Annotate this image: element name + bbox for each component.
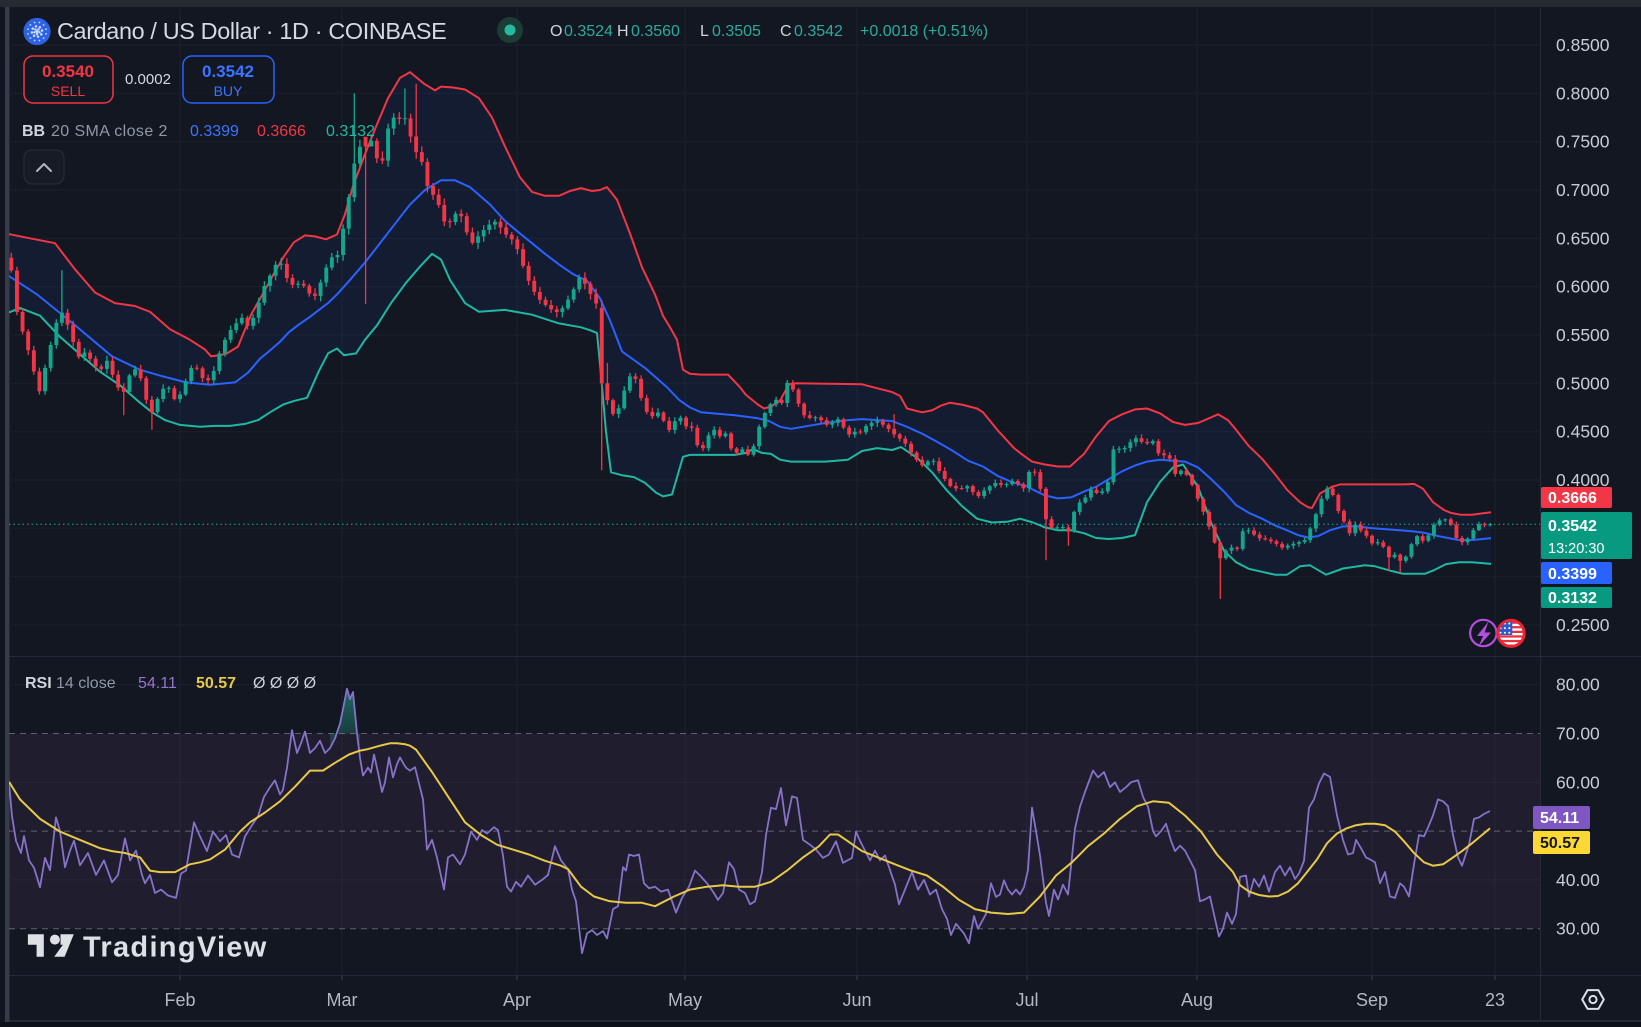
svg-text:Mar: Mar (327, 990, 358, 1010)
svg-text:H: H (617, 23, 629, 40)
svg-text:0.3399: 0.3399 (190, 123, 239, 140)
svg-text:0.6500: 0.6500 (1556, 228, 1610, 248)
svg-text:RSI: RSI (25, 675, 52, 692)
svg-text:0.5000: 0.5000 (1556, 373, 1610, 393)
svg-text:0.3560: 0.3560 (631, 23, 680, 40)
svg-text:0.4500: 0.4500 (1556, 422, 1610, 442)
svg-text:L: L (700, 23, 709, 40)
svg-text:Feb: Feb (164, 990, 195, 1010)
svg-text:54.11: 54.11 (1540, 810, 1579, 827)
svg-text:Apr: Apr (503, 990, 531, 1010)
svg-text:0.3132: 0.3132 (326, 123, 375, 140)
svg-text:Cardano / US Dollar · 1D · COI: Cardano / US Dollar · 1D · COINBASE (57, 18, 446, 44)
svg-text:0.7000: 0.7000 (1556, 180, 1610, 200)
svg-text:Ø Ø Ø Ø: Ø Ø Ø Ø (253, 675, 316, 692)
svg-text:50.57: 50.57 (196, 675, 236, 692)
svg-text:0.3542: 0.3542 (794, 23, 843, 40)
svg-text:0.8000: 0.8000 (1556, 83, 1610, 103)
svg-text:0.3542: 0.3542 (202, 62, 254, 81)
svg-text:0.2500: 0.2500 (1556, 615, 1610, 635)
svg-text:0.3132: 0.3132 (1548, 590, 1597, 607)
svg-text:54.11: 54.11 (138, 675, 177, 692)
svg-text:0.3524: 0.3524 (564, 23, 613, 40)
svg-text:23: 23 (1485, 990, 1505, 1010)
svg-text:SELL: SELL (51, 83, 85, 99)
svg-text:0.3505: 0.3505 (712, 23, 761, 40)
svg-text:0.3666: 0.3666 (1548, 490, 1597, 507)
svg-text:Jul: Jul (1015, 990, 1038, 1010)
svg-text:0.8500: 0.8500 (1556, 35, 1610, 55)
svg-text:May: May (668, 990, 702, 1010)
svg-text:0.5500: 0.5500 (1556, 325, 1610, 345)
svg-text:40.00: 40.00 (1556, 870, 1600, 890)
svg-text:TradingView: TradingView (83, 932, 268, 964)
svg-text:20 SMA close 2: 20 SMA close 2 (51, 123, 168, 140)
svg-text:30.00: 30.00 (1556, 919, 1600, 939)
svg-text:Jun: Jun (842, 990, 871, 1010)
svg-text:50.57: 50.57 (1540, 835, 1580, 852)
svg-text:C: C (780, 23, 792, 40)
svg-text:60.00: 60.00 (1556, 772, 1600, 792)
svg-text:Aug: Aug (1181, 990, 1213, 1010)
svg-text:0.3542: 0.3542 (1548, 518, 1597, 535)
svg-text:O: O (550, 23, 562, 40)
svg-text:BB: BB (22, 123, 45, 140)
svg-text:0.0002: 0.0002 (125, 71, 171, 88)
svg-text:13:20:30: 13:20:30 (1548, 541, 1604, 557)
svg-text:70.00: 70.00 (1556, 724, 1600, 744)
svg-text:+0.0018 (+0.51%): +0.0018 (+0.51%) (860, 23, 988, 40)
svg-text:0.3666: 0.3666 (257, 123, 306, 140)
svg-text:BUY: BUY (214, 83, 243, 99)
svg-text:14 close: 14 close (56, 675, 116, 692)
svg-text:0.4000: 0.4000 (1556, 470, 1610, 490)
svg-text:80.00: 80.00 (1556, 675, 1600, 695)
svg-text:Sep: Sep (1356, 990, 1388, 1010)
svg-text:0.3540: 0.3540 (42, 62, 94, 81)
svg-text:0.3399: 0.3399 (1548, 566, 1597, 583)
svg-text:0.6000: 0.6000 (1556, 277, 1610, 297)
svg-text:0.7500: 0.7500 (1556, 132, 1610, 152)
